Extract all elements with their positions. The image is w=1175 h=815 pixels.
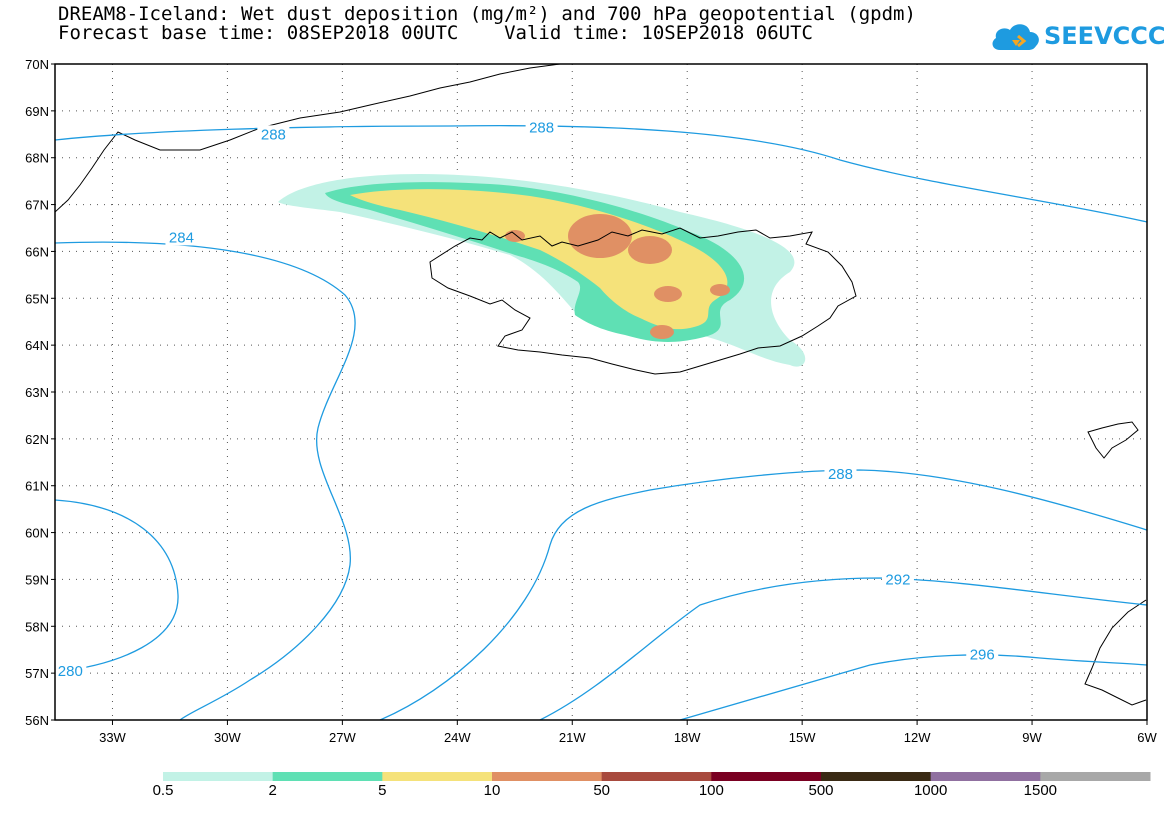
- lat-label: 65N: [25, 291, 49, 306]
- lat-label: 58N: [25, 619, 49, 634]
- colorbar-swatch: [382, 772, 493, 781]
- lat-label: 57N: [25, 666, 49, 681]
- colorbar-label: 2: [268, 782, 277, 799]
- contour-label-bg: [966, 645, 999, 663]
- greenland-coast: [55, 64, 561, 213]
- map-gridlines: [55, 64, 1147, 720]
- colorbar-label: 100: [698, 782, 724, 799]
- colorbar-swatch: [821, 772, 932, 781]
- colorbar-swatch: [272, 772, 383, 781]
- contour-label: 292: [885, 571, 910, 588]
- forecast-time-line: Forecast base time: 08SEP2018 00UTC Vali…: [58, 22, 813, 44]
- dust-level-10: [654, 286, 682, 302]
- dust-level-10: [628, 236, 672, 264]
- colorbar-label: 0.5: [152, 782, 174, 799]
- contour-label-bg: [55, 661, 87, 679]
- colorbar-swatch: [930, 772, 1041, 781]
- contour-label: 288: [828, 466, 853, 483]
- colorbar-label: 5: [378, 782, 387, 799]
- contour-label-bg: [525, 118, 558, 136]
- colorbar-swatch: [1040, 772, 1151, 781]
- contour-label: 284: [169, 229, 194, 246]
- lat-label: 56N: [25, 713, 49, 728]
- lon-label: 27W: [329, 730, 356, 745]
- contour-label: 280: [58, 663, 83, 680]
- lon-label: 21W: [559, 730, 586, 745]
- contour-288-south: [379, 469, 1147, 720]
- contour-label-bg: [165, 228, 198, 246]
- colorbar-swatch: [163, 772, 274, 781]
- lon-label: 30W: [214, 730, 241, 745]
- contour-296: [679, 654, 1147, 720]
- dust-level-10: [650, 325, 674, 339]
- colorbar-label: 50: [593, 782, 610, 799]
- lat-label: 60N: [25, 526, 49, 541]
- contour-label-bg: [881, 570, 914, 588]
- coastline: [55, 64, 1147, 706]
- contour-280: [55, 499, 179, 673]
- scotland-coast: [1084, 599, 1147, 706]
- colorbar-label: 500: [808, 782, 834, 799]
- axis-ticks: [51, 63, 1148, 725]
- lat-label: 66N: [25, 244, 49, 259]
- lat-label: 63N: [25, 385, 49, 400]
- cloud-icon: [992, 24, 1039, 50]
- logo-text: SEEVCCC: [1044, 22, 1166, 50]
- wet-dust-deposition-field: [278, 174, 806, 367]
- lat-label: 64N: [25, 338, 49, 353]
- contour-292: [539, 577, 1147, 720]
- colorbar-label: 10: [483, 782, 501, 799]
- lon-label: 24W: [444, 730, 471, 745]
- lat-label: 62N: [25, 432, 49, 447]
- colorbar: [163, 772, 1151, 781]
- colorbar-label: 1500: [1023, 782, 1058, 799]
- faroe-coast: [1087, 421, 1139, 459]
- lon-label: 18W: [674, 730, 701, 745]
- dust-level-10: [568, 214, 632, 258]
- dust-level-10: [710, 284, 730, 296]
- colorbar-label: 1000: [913, 782, 948, 799]
- lat-label: 61N: [25, 479, 49, 494]
- colorbar-swatch: [711, 772, 822, 781]
- contour-label: 296: [970, 646, 995, 663]
- contour-label-bg: [824, 465, 857, 482]
- lat-label: 68N: [25, 151, 49, 166]
- colorbar-swatch: [492, 772, 603, 781]
- lon-label: 12W: [904, 730, 931, 745]
- lat-label: 59N: [25, 572, 49, 587]
- contour-284: [55, 241, 356, 720]
- latitude-labels: 70N 69N 68N 67N 66N 65N 64N 63N 62N 61N 60N 59N 58N 5…: [25, 57, 49, 728]
- lat-label: 67N: [25, 198, 49, 213]
- geopotential-contours: [55, 125, 1147, 720]
- contour-labels: 288 288 284 288 292 296 280: [55, 118, 999, 680]
- lon-label: 33W: [99, 730, 126, 745]
- contour-label: 288: [261, 126, 286, 143]
- map-title: DREAM8-Iceland: Wet dust deposition (mg/…: [58, 3, 916, 25]
- longitude-labels: 33W 30W 27W 24W 21W 18W 15W 12W 9W 6W: [99, 730, 1157, 745]
- contour-288-north: [55, 125, 1147, 223]
- iceland-coast: [429, 227, 857, 375]
- colorbar-swatch: [601, 772, 712, 781]
- lon-label: 9W: [1022, 730, 1042, 745]
- lat-label: 70N: [25, 57, 49, 72]
- lon-label: 15W: [789, 730, 816, 745]
- contour-label: 288: [529, 119, 554, 136]
- dust-level-5: [350, 189, 728, 330]
- lat-label: 69N: [25, 104, 49, 119]
- contour-label-bg: [257, 125, 290, 143]
- lon-label: 6W: [1137, 730, 1157, 745]
- seevccc-logo: SEEVCCC: [990, 20, 1166, 56]
